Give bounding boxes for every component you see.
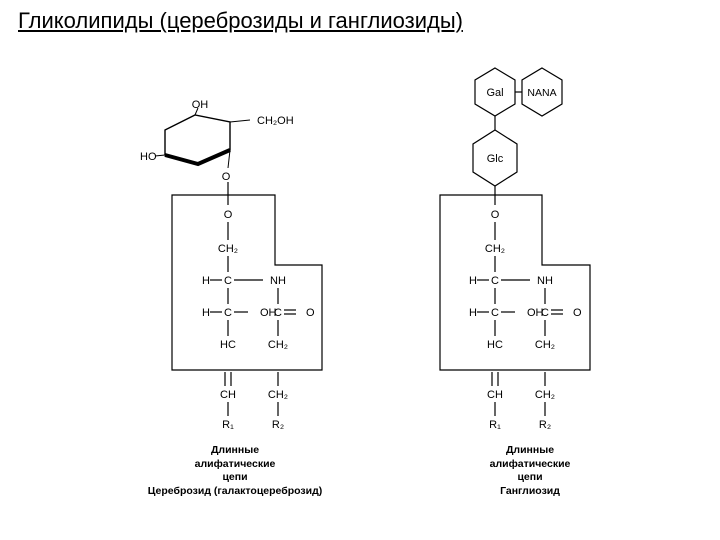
svg-text:CH₂: CH₂ bbox=[218, 243, 238, 255]
svg-text:HC: HC bbox=[487, 339, 503, 351]
caption-r2: алифатические bbox=[420, 458, 640, 472]
svg-text:HC: HC bbox=[220, 339, 236, 351]
svg-text:R₂: R₂ bbox=[539, 419, 551, 431]
ganglioside-caption: Длинные алифатические цепи Ганглиозид bbox=[420, 444, 640, 499]
svg-text:H: H bbox=[202, 275, 210, 287]
cerebroside-svg: OH CH₂OH HO O O CH₂ H C NH H C bbox=[110, 60, 360, 440]
svg-text:C: C bbox=[541, 307, 549, 319]
svg-text:C: C bbox=[224, 307, 232, 319]
svg-text:O: O bbox=[491, 209, 500, 221]
page-title: Гликолипиды (цереброзиды и ганглиозиды) bbox=[18, 8, 463, 34]
svg-text:CH₂: CH₂ bbox=[535, 389, 555, 401]
svg-text:C: C bbox=[274, 307, 282, 319]
svg-text:C: C bbox=[491, 275, 499, 287]
svg-text:CH₂: CH₂ bbox=[535, 339, 555, 351]
caption-r1: Длинные bbox=[420, 444, 640, 458]
svg-text:CH: CH bbox=[220, 389, 236, 401]
svg-text:CH₂: CH₂ bbox=[268, 339, 288, 351]
svg-text:C: C bbox=[224, 275, 232, 287]
cerebroside-caption: Длинные алифатические цепи Цереброзид (г… bbox=[110, 444, 360, 499]
svg-text:CH₂: CH₂ bbox=[268, 389, 288, 401]
caption-r3: цепи bbox=[420, 471, 640, 485]
caption-l3: цепи bbox=[110, 471, 360, 485]
svg-text:H: H bbox=[469, 307, 477, 319]
svg-text:H: H bbox=[202, 307, 210, 319]
svg-text:O: O bbox=[306, 307, 315, 319]
ho-label: HO bbox=[140, 151, 157, 163]
svg-text:C: C bbox=[491, 307, 499, 319]
svg-text:CH: CH bbox=[487, 389, 503, 401]
o-anomeric: O bbox=[222, 171, 231, 183]
ganglioside-svg: Gal NANA Glc O CH₂ H C NH H bbox=[420, 60, 640, 440]
svg-text:O: O bbox=[224, 209, 233, 221]
glc-label: Glc bbox=[487, 153, 504, 165]
svg-text:NH: NH bbox=[537, 275, 553, 287]
svg-text:R₁: R₁ bbox=[222, 419, 234, 431]
caption-l1: Длинные bbox=[110, 444, 360, 458]
cerebroside-structure: OH CH₂OH HO O O CH₂ H C NH H C bbox=[110, 60, 360, 499]
diagram-area: OH CH₂OH HO O O CH₂ H C NH H C bbox=[0, 60, 720, 530]
gal-label: Gal bbox=[486, 87, 503, 99]
nana-label: NANA bbox=[527, 87, 556, 99]
caption-r4: Ганглиозид bbox=[420, 485, 640, 499]
ganglioside-structure: Gal NANA Glc O CH₂ H C NH H bbox=[420, 60, 640, 499]
oh-label: OH bbox=[192, 99, 209, 111]
svg-text:R₁: R₁ bbox=[489, 419, 501, 431]
svg-text:O: O bbox=[573, 307, 582, 319]
svg-text:NH: NH bbox=[270, 275, 286, 287]
ch2oh-label: CH₂OH bbox=[257, 115, 294, 127]
svg-text:H: H bbox=[469, 275, 477, 287]
caption-l4: Цереброзид (галактоцереброзид) bbox=[110, 485, 360, 499]
caption-l2: алифатические bbox=[110, 458, 360, 472]
svg-text:R₂: R₂ bbox=[272, 419, 284, 431]
svg-text:CH₂: CH₂ bbox=[485, 243, 505, 255]
